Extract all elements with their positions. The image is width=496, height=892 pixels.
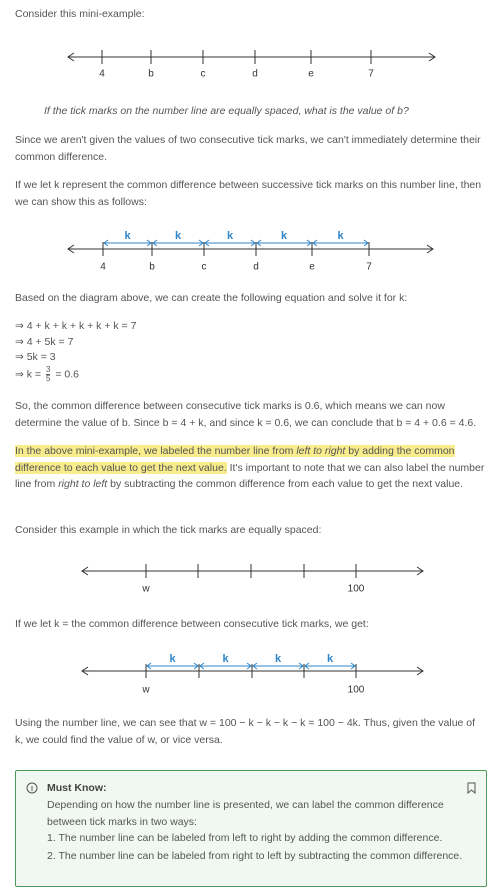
paragraph: If we let k = the common difference betw… — [15, 618, 369, 630]
equation: ⇒ 4 + 5k = 7 — [15, 336, 74, 348]
k-arrowhead — [146, 239, 152, 247]
k-label: k — [222, 653, 229, 665]
paragraph: So, the common difference between consec… — [15, 400, 477, 429]
k-arrowhead — [312, 239, 318, 247]
tick-label: e — [308, 69, 314, 80]
info-icon — [26, 782, 38, 794]
tick-label: c — [202, 262, 207, 273]
tick-label: 4 — [99, 69, 105, 80]
k-arrowhead — [204, 239, 210, 247]
text: It's important to note that we can also … — [15, 461, 485, 491]
k-arrowhead — [363, 239, 369, 247]
arrowhead — [81, 566, 89, 576]
paragraph: Based on the diagram above, we can creat… — [15, 292, 408, 304]
k-arrowhead — [199, 662, 205, 670]
k-label: k — [175, 230, 182, 242]
k-arrowhead — [250, 239, 256, 247]
question: If the tick marks on the number line are… — [44, 105, 409, 117]
tick-label: c — [201, 69, 206, 80]
equation: ⇒ 5k = 3 — [15, 351, 56, 363]
must-know-text: Depending on how the number line is pres… — [47, 799, 444, 828]
tick-label: 4 — [100, 262, 106, 273]
k-arrowhead — [152, 239, 158, 247]
text: In the above mini-example, we labeled th… — [15, 445, 297, 457]
k-label: k — [281, 230, 288, 242]
k-arrowhead — [298, 662, 304, 670]
tick-label: 7 — [366, 262, 372, 273]
k-arrowhead — [304, 662, 310, 670]
icons — [26, 782, 476, 795]
arrowhead — [428, 52, 436, 62]
arrowhead — [67, 52, 75, 62]
list-item: 1. The number line can be labeled from l… — [47, 832, 443, 844]
eq-prefix: ⇒ k = — [15, 368, 42, 381]
k-arrowhead — [193, 662, 199, 670]
arrowhead — [416, 566, 424, 576]
k-arrowhead — [252, 662, 258, 670]
k-arrowhead — [103, 239, 109, 247]
k-label: k — [337, 230, 344, 242]
note: In the above mini-example, we labeled th… — [15, 443, 485, 493]
k-label: k — [227, 230, 234, 242]
paragraph: If we let k represent the common differe… — [15, 179, 482, 208]
k-label: k — [169, 653, 176, 665]
k-arrowhead — [306, 239, 312, 247]
must-know-title: Must Know: — [47, 782, 107, 794]
must-know-box: Must Know: Depending on how the number l… — [15, 770, 487, 887]
paragraph: Consider this example in which the tick … — [15, 524, 322, 536]
k-label: k — [275, 653, 282, 665]
tick-label: w — [141, 685, 150, 696]
k-arrowhead — [198, 239, 204, 247]
tick-label: d — [252, 69, 258, 80]
text: by subtracting the common difference fro… — [107, 478, 464, 490]
tick-label: 7 — [368, 69, 374, 80]
k-arrowhead — [146, 662, 152, 670]
arrowhead — [81, 666, 89, 676]
bookmark-icon[interactable] — [467, 782, 476, 795]
eq-suffix: = 0.6 — [55, 368, 79, 381]
emphasis: left to right — [296, 445, 346, 457]
k-arrowhead — [256, 239, 262, 247]
tick-label: b — [149, 262, 155, 273]
paragraph: Using the number line, we can see that w… — [15, 717, 476, 746]
denominator: 5 — [45, 374, 51, 383]
tick-label: b — [148, 69, 154, 80]
paragraph: Since we aren't given the values of two … — [15, 134, 481, 163]
intro: Consider this mini-example: — [15, 8, 145, 20]
tick-label: 100 — [348, 584, 365, 595]
tick-label: w — [141, 584, 150, 595]
tick-label: e — [309, 262, 315, 273]
list-item: 2. The number line can be labeled from r… — [47, 850, 463, 862]
equation: ⇒ 4 + k + k + k + k + k = 7 — [15, 320, 137, 332]
text: by adding the common difference to each … — [15, 445, 455, 474]
k-label: k — [327, 653, 334, 665]
arrowhead — [426, 244, 434, 254]
k-label: k — [124, 230, 131, 242]
arrowhead — [67, 244, 75, 254]
k-arrowhead — [246, 662, 252, 670]
emphasis: right to left — [58, 478, 108, 490]
numerator: 3 — [45, 365, 51, 375]
tick-label: 100 — [348, 685, 365, 696]
arrowhead — [416, 666, 424, 676]
k-arrowhead — [350, 662, 356, 670]
tick-label: d — [253, 262, 259, 273]
